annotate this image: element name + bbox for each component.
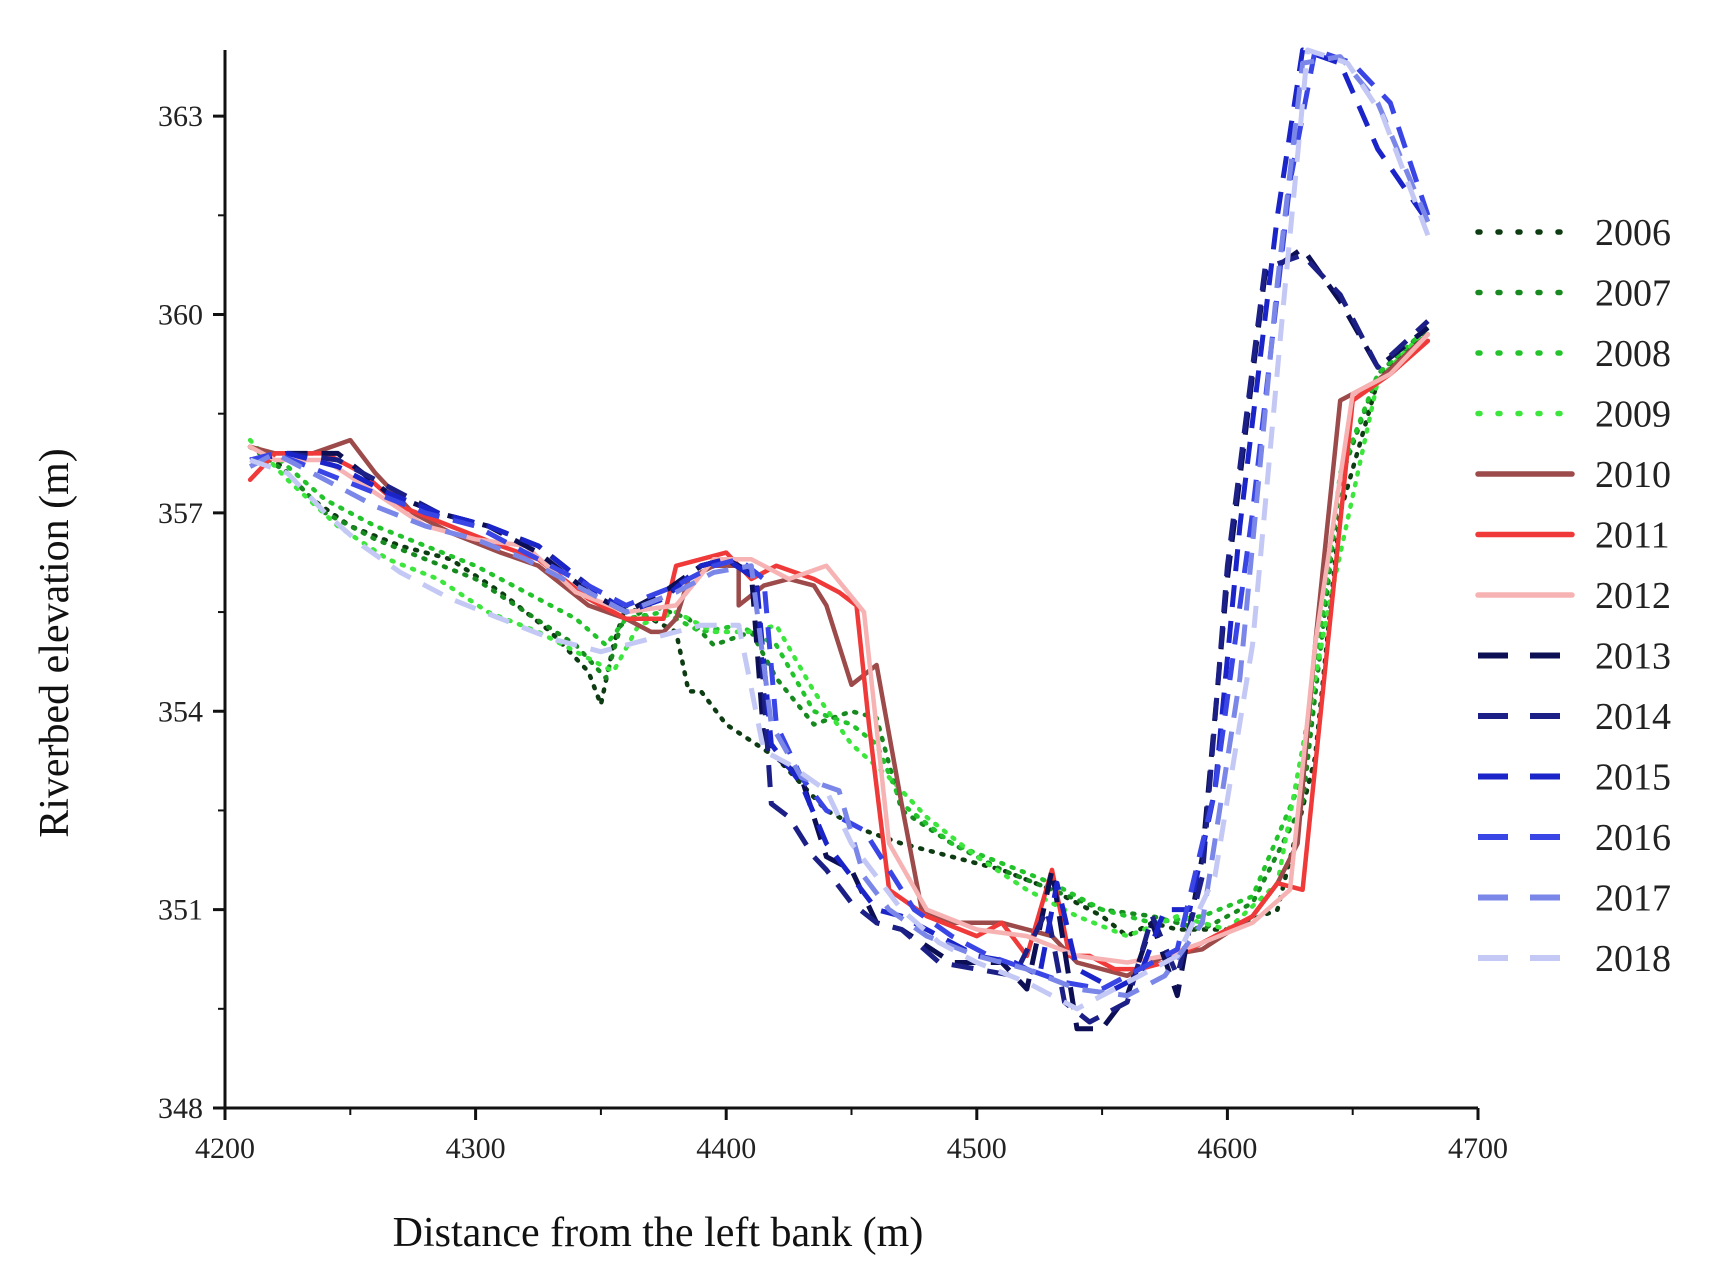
series-line-2007 [247,325,1431,932]
legend-label-2009: 2009 [1595,394,1671,436]
series-line-2011 [247,338,1431,972]
x-tick-label: 4700 [1448,1132,1508,1165]
legend-label-2016: 2016 [1595,817,1671,859]
series-line-2008 [247,325,1431,926]
x-axis-title: Distance from the left bank (m) [393,1210,924,1256]
legend-label-2008: 2008 [1595,333,1671,375]
legend-label-2015: 2015 [1595,757,1671,799]
y-tick-label: 360 [158,299,203,332]
series-lines [247,47,1431,1032]
series-line-2018 [249,47,1431,1012]
y-tick-label: 351 [158,894,203,927]
legend-label-2018: 2018 [1595,938,1671,980]
y-tick-label: 354 [158,695,203,728]
series-line-2006 [247,325,1431,939]
x-tick-label: 4200 [195,1132,255,1165]
x-tick-label: 4500 [947,1132,1007,1165]
legend: 2006 2007 2008 2009 2010 2011 2012 2013 2014 2015… [1475,212,1671,980]
axes: 4200 4300 4400 4500 4600 4700 348 351 354 357 360 3… [158,50,1508,1165]
legend-label-2013: 2013 [1595,636,1671,678]
series-line-2009 [247,325,1431,939]
y-tick-label: 348 [158,1092,203,1125]
series-line-2016 [249,47,1431,992]
x-tick-label: 4300 [446,1132,506,1165]
legend-label-2012: 2012 [1595,575,1671,617]
y-tick-label: 363 [158,100,203,133]
x-tick-label: 4400 [696,1132,756,1165]
legend-label-2007: 2007 [1595,273,1671,315]
y-tick-label: 357 [158,497,203,530]
legend-label-2006: 2006 [1595,212,1671,254]
y-axis-title: Riverbed elevation (m) [32,448,78,838]
legend-label-2010: 2010 [1595,454,1671,496]
x-tick-label: 4600 [1197,1132,1257,1165]
legend-label-2014: 2014 [1595,696,1671,738]
legend-label-2011: 2011 [1595,515,1670,557]
legend-label-2017: 2017 [1595,878,1671,920]
